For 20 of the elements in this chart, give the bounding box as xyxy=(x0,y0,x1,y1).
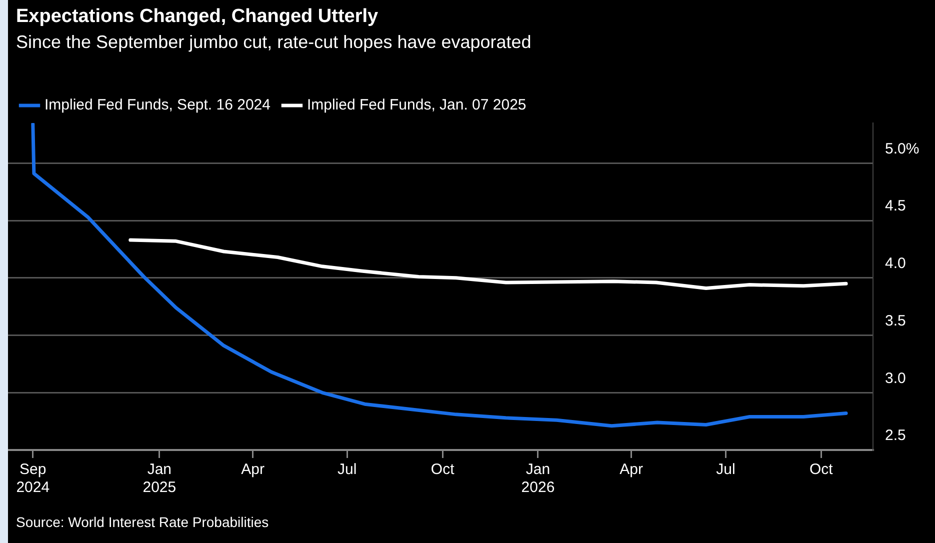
chart-subtitle: Since the September jumbo cut, rate-cut hopes have evaporated xyxy=(16,32,532,53)
x-tick-label: Oct xyxy=(430,461,456,478)
y-tick-label: 2.5 xyxy=(885,427,906,444)
source-note: Source: World Interest Rate Probabilities xyxy=(16,514,269,530)
legend-label: Implied Fed Funds, Jan. 07 2025 xyxy=(306,96,526,114)
y-tick-label: 3.0 xyxy=(885,370,906,387)
y-tick-label: 4.0 xyxy=(885,255,906,272)
y-tick-label: 5.0% xyxy=(885,140,920,158)
legend-label: Implied Fed Funds, Sept. 16 2024 xyxy=(44,96,270,114)
x-tick-label: Apr xyxy=(620,461,644,478)
x-tick-label: Jan 2025 xyxy=(142,461,176,496)
y-tick-label: 4.5 xyxy=(885,198,906,215)
chart-title: Expectations Changed, Changed Utterly xyxy=(16,6,378,28)
x-tick-label: Jan 2026 xyxy=(521,461,555,496)
x-tick-label: Apr xyxy=(241,461,264,478)
x-tick-label: Jul xyxy=(716,461,736,478)
x-tick-label: Jul xyxy=(338,461,357,478)
y-tick-label: 3.5 xyxy=(885,312,906,330)
x-tick-label: Sep 2024 xyxy=(16,461,50,496)
x-tick-label: Oct xyxy=(809,461,834,478)
